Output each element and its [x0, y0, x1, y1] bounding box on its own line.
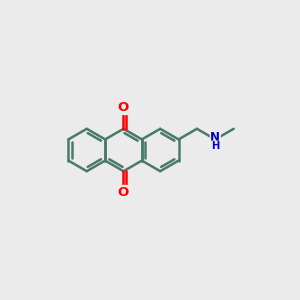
Text: N: N [210, 131, 220, 144]
Text: O: O [118, 101, 129, 114]
Text: H: H [211, 141, 219, 151]
Text: O: O [118, 186, 129, 199]
